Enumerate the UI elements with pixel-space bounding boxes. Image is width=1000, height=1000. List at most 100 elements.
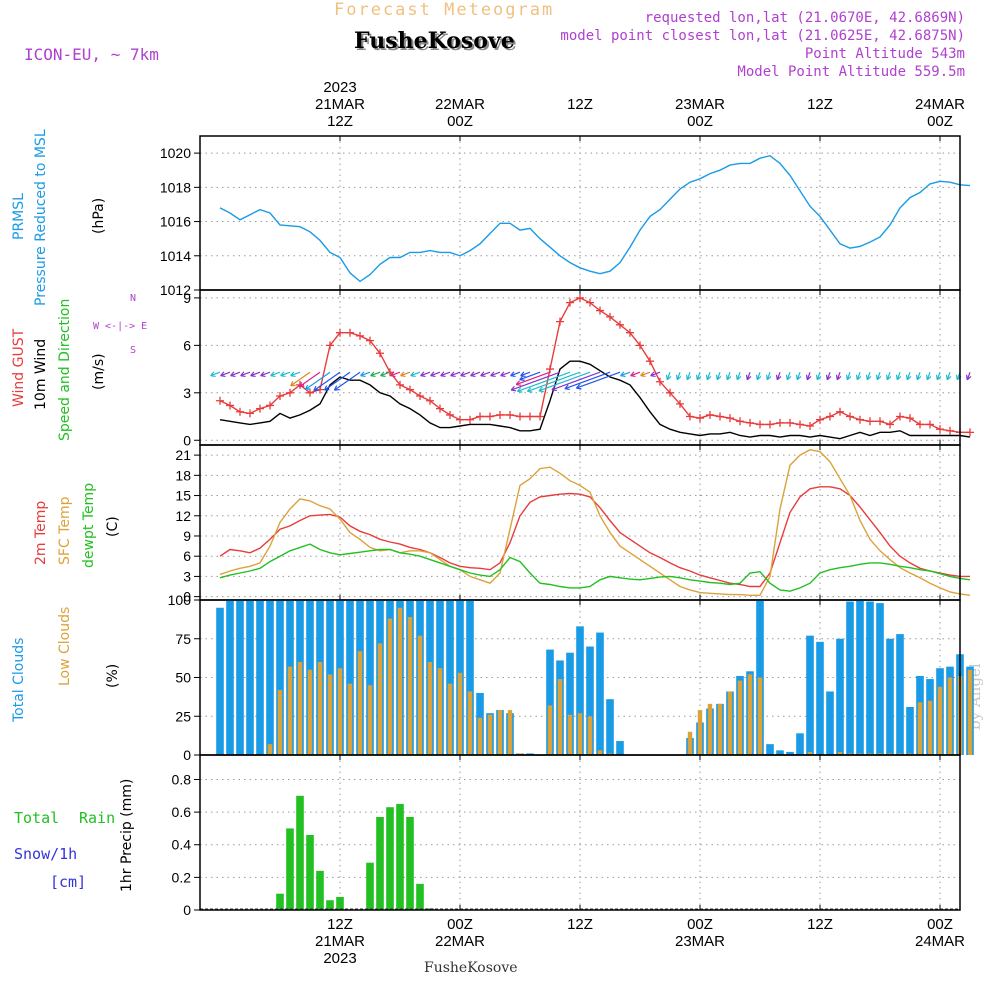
top-time-label: 12Z — [807, 96, 833, 113]
bottom-time-label: 00Z 24MAR — [915, 916, 965, 950]
gust-point — [826, 412, 834, 421]
wind-arrow-head — [551, 385, 557, 392]
wind-arrow-head — [250, 371, 256, 378]
gust-point — [836, 407, 844, 416]
low-cloud-bar — [367, 685, 373, 755]
gust-point — [566, 298, 574, 307]
wind-arrow — [290, 371, 311, 387]
gust-point — [786, 418, 794, 427]
low-cloud-bar — [567, 714, 573, 755]
wind-arrow-head — [333, 385, 340, 391]
low-cloud-bar — [447, 683, 453, 755]
gust-point — [946, 426, 954, 435]
wind-arrow-head — [685, 374, 692, 381]
y-tick-label: 1016 — [160, 214, 191, 230]
y-tick-label: 21 — [175, 447, 191, 463]
y-tick-label: 18 — [175, 467, 191, 483]
footer-location: FusheKosove — [424, 960, 518, 976]
low-cloud-bar — [467, 691, 473, 755]
gust-point — [896, 412, 904, 421]
wind-arrow — [510, 371, 521, 377]
low-cloud-bar — [497, 710, 503, 755]
y-tick-label: 25 — [175, 708, 191, 724]
gust-point — [266, 401, 274, 410]
gust-point — [686, 412, 694, 421]
wind-arrow — [706, 372, 711, 380]
y-tick-label: 0 — [183, 432, 191, 448]
wind-arrow — [936, 372, 941, 380]
wind-arrow — [826, 372, 831, 380]
low-cloud-bar — [757, 677, 763, 755]
gust-point — [926, 420, 934, 429]
wind-arrow — [564, 371, 611, 390]
bottom-time-label: 12Z — [807, 916, 833, 933]
rain-bar — [316, 870, 324, 910]
wind-arrow — [520, 371, 531, 377]
rain-bar — [416, 883, 424, 910]
low-cloud-bar — [557, 679, 563, 755]
wind-arrow-head — [895, 374, 902, 381]
low-cloud-bar — [407, 617, 413, 755]
gust-point — [806, 422, 814, 431]
gust-point — [516, 412, 524, 421]
wind-arrow — [666, 372, 671, 380]
wind-arrow — [620, 371, 631, 377]
gust-point — [216, 396, 224, 405]
series-line — [219, 360, 971, 440]
wind-arrow — [390, 371, 401, 377]
rain-bar — [276, 893, 284, 910]
wind-arrow — [946, 372, 951, 380]
gust-point — [586, 298, 594, 307]
low-cloud-bar — [487, 714, 493, 755]
wind-arrow — [886, 372, 891, 380]
wind-arrow — [324, 371, 351, 391]
wind-arrow-head — [564, 384, 570, 391]
wind-arrow — [906, 372, 911, 380]
wind-arrow-head — [765, 374, 772, 381]
low-cloud-bar — [687, 731, 693, 755]
gust-point — [636, 341, 644, 350]
wind-arrow-head — [370, 371, 376, 378]
wind-arrow — [430, 371, 441, 377]
gust-point — [596, 306, 604, 315]
gust-point — [796, 420, 804, 429]
wind-arrow — [846, 372, 851, 380]
gust-point — [696, 414, 704, 423]
y-tick-label: 0 — [183, 747, 191, 763]
wind-arrow-head — [526, 387, 533, 393]
gust-point — [456, 415, 464, 424]
wind-arrow-head — [965, 374, 972, 381]
total-cloud-bar — [216, 607, 224, 755]
gust-point — [776, 418, 784, 427]
total-cloud-bar — [886, 638, 894, 755]
wind-arrow-head — [470, 371, 476, 378]
wind-arrow — [270, 371, 281, 377]
wind-arrow-head — [450, 371, 456, 378]
compass-s: S — [130, 345, 137, 356]
gust-point — [546, 365, 554, 374]
y-tick-label: 15 — [175, 488, 191, 504]
wind-arrow-head — [775, 374, 782, 381]
low-cloud-bar — [397, 607, 403, 755]
wind-arrow-head — [390, 371, 396, 378]
gust-point — [756, 420, 764, 429]
wind-arrow-head — [675, 374, 682, 381]
total-cloud-bar — [256, 600, 264, 755]
wind-arrow — [370, 371, 381, 377]
wind-arrow — [966, 372, 971, 380]
wind-arrow — [250, 371, 261, 377]
low-cloud-bar — [837, 751, 843, 755]
rain-bar — [306, 834, 314, 910]
wind-arrow — [746, 372, 751, 380]
total-cloud-bar — [236, 600, 244, 755]
closest-coords: model point closest lon,lat (21.0625E, 4… — [560, 28, 965, 44]
gust-point — [526, 412, 534, 421]
low-cloud-bar — [347, 683, 353, 755]
gust-point — [236, 407, 244, 416]
gust-point — [476, 412, 484, 421]
gust-point — [746, 418, 754, 427]
gust-point — [556, 317, 564, 326]
gust-point — [666, 388, 674, 397]
total-cloud-bar — [786, 751, 794, 755]
total-cloud-bar — [466, 600, 474, 755]
